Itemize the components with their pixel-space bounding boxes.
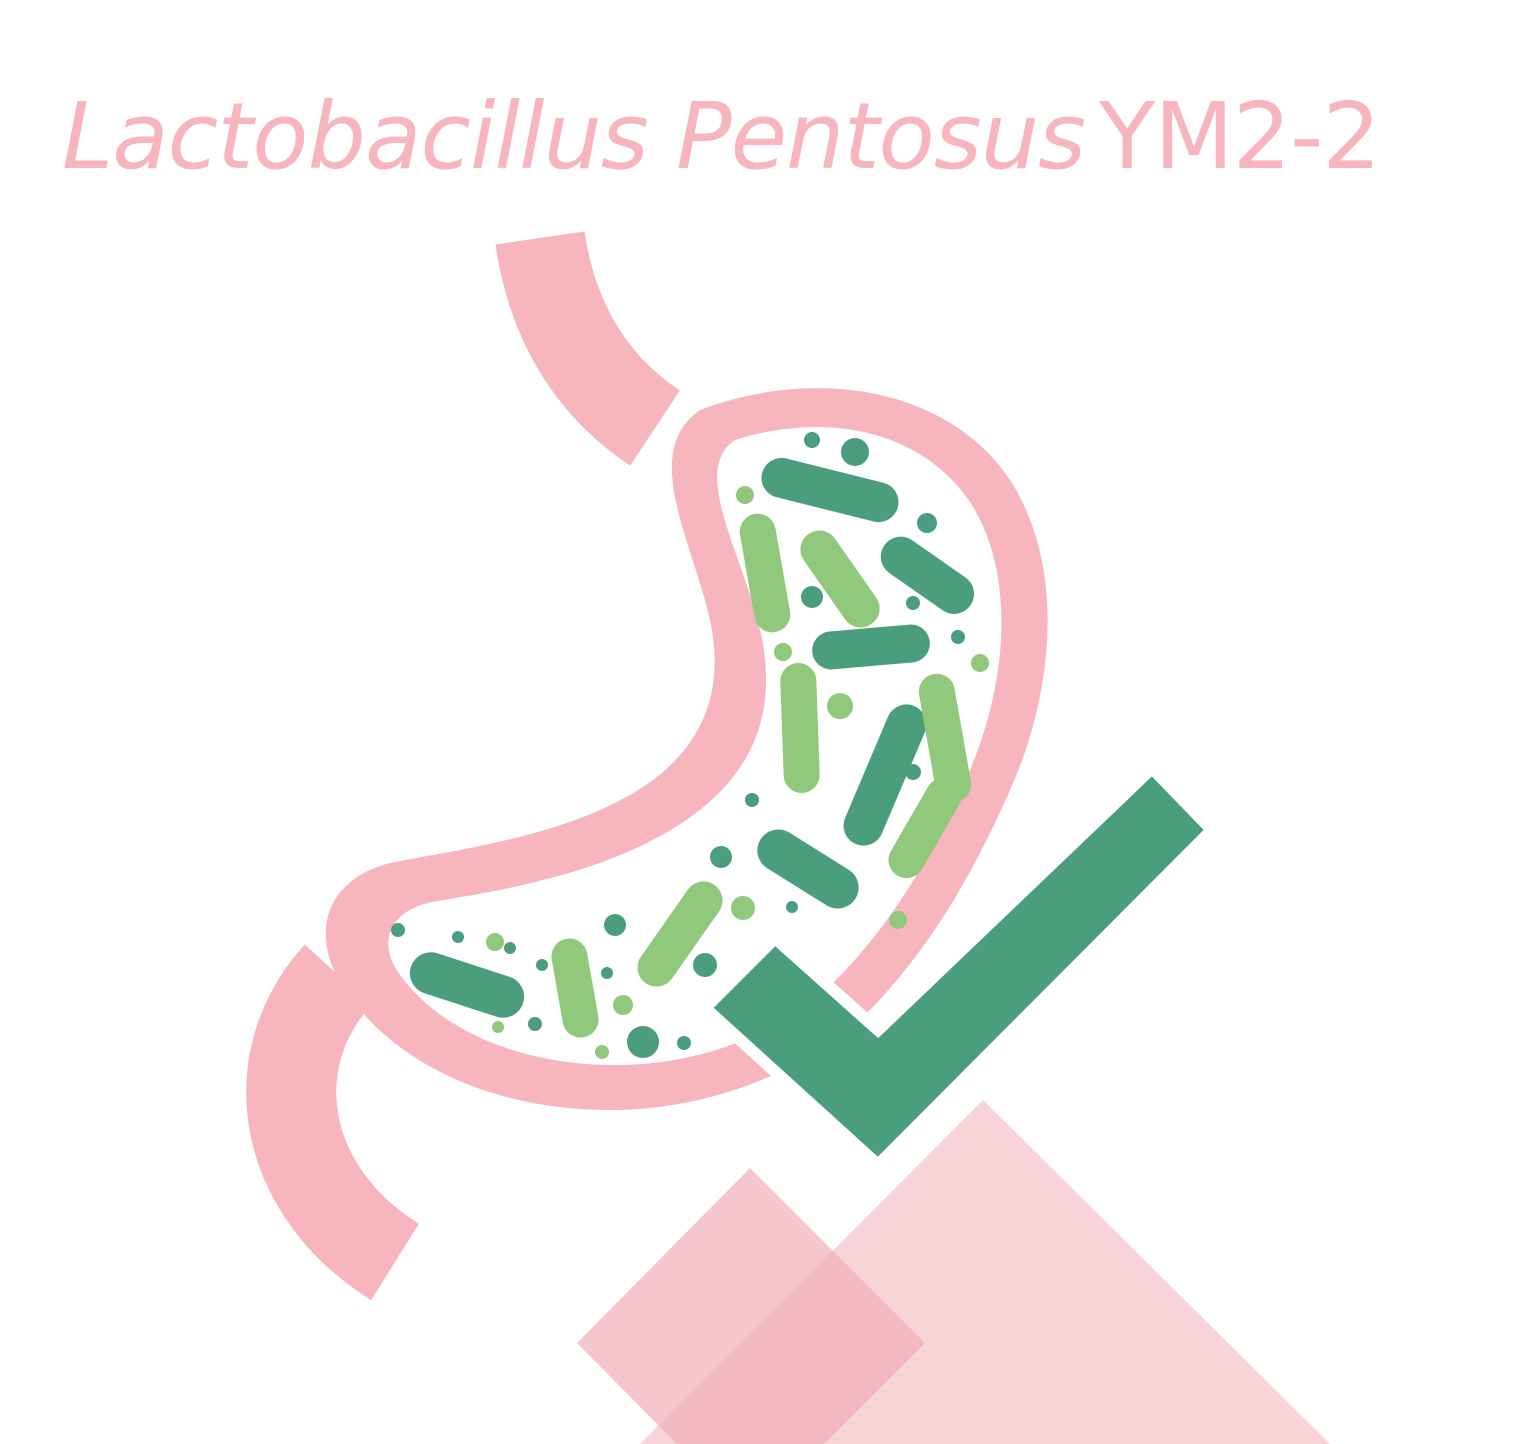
product-title: Lactobacillus Pentosus YM2-2 [62, 82, 1482, 192]
bacterium-dot [731, 896, 755, 920]
bacterium-dot [486, 933, 504, 951]
bacterium-rod [757, 829, 859, 909]
esophagus [495, 230, 681, 466]
bacterium-rod [888, 777, 962, 879]
bacterium-dot [528, 1017, 542, 1031]
bacterium-dot [677, 1036, 691, 1050]
bacterium-dot [627, 1026, 659, 1058]
bacterium-dot [786, 901, 798, 913]
bacterium-dot [604, 914, 626, 936]
bacterium-rod [800, 530, 880, 628]
bacterium-dot [452, 931, 464, 943]
bacterium-dot [841, 438, 869, 466]
bacterium-rod [637, 881, 723, 987]
bacterium-dot [745, 793, 759, 807]
bacterium-rod [843, 704, 927, 846]
diamond-decoration-icon [577, 1100, 1330, 1444]
bacterium-rod [761, 457, 899, 523]
bacterium-rod [812, 624, 930, 670]
check-mark-icon [696, 759, 1221, 1174]
bacterium-dot [804, 432, 820, 448]
bacteria-icon [391, 432, 989, 1059]
bacterium-dot [710, 846, 732, 868]
bacterium-dot [492, 1021, 504, 1033]
bacterium-dot [917, 513, 937, 533]
bacterium-dot [827, 693, 853, 719]
bacterium-dot [595, 1045, 609, 1059]
bacterium-rod [918, 673, 972, 803]
bacterium-dot [693, 953, 717, 977]
bacterium-rod [551, 938, 599, 1038]
bacterium-dot [504, 942, 516, 954]
bacterium-dot [613, 995, 633, 1015]
bacterium-rod [780, 663, 820, 793]
species-name: Lactobacillus Pentosus [62, 83, 1086, 190]
duodenum [246, 944, 420, 1301]
bacterium-rod [739, 513, 791, 633]
diamond-small [577, 1168, 925, 1444]
bacterium-dot [391, 923, 405, 937]
bacterium-rod [409, 952, 525, 1018]
bacterium-dot [971, 654, 989, 672]
bacterium-dot [951, 630, 965, 644]
bacterium-dot [536, 959, 548, 971]
bacterium-dot [906, 596, 920, 610]
bacterium-dot [736, 486, 754, 504]
bacterium-dot [905, 764, 921, 780]
bacterium-dot [801, 586, 823, 608]
strain-name: YM2-2 [1099, 83, 1381, 190]
bacterium-rod [880, 536, 975, 614]
bacterium-dot [889, 911, 907, 929]
bacterium-dot [774, 643, 792, 661]
bacterium-dot [601, 967, 613, 979]
